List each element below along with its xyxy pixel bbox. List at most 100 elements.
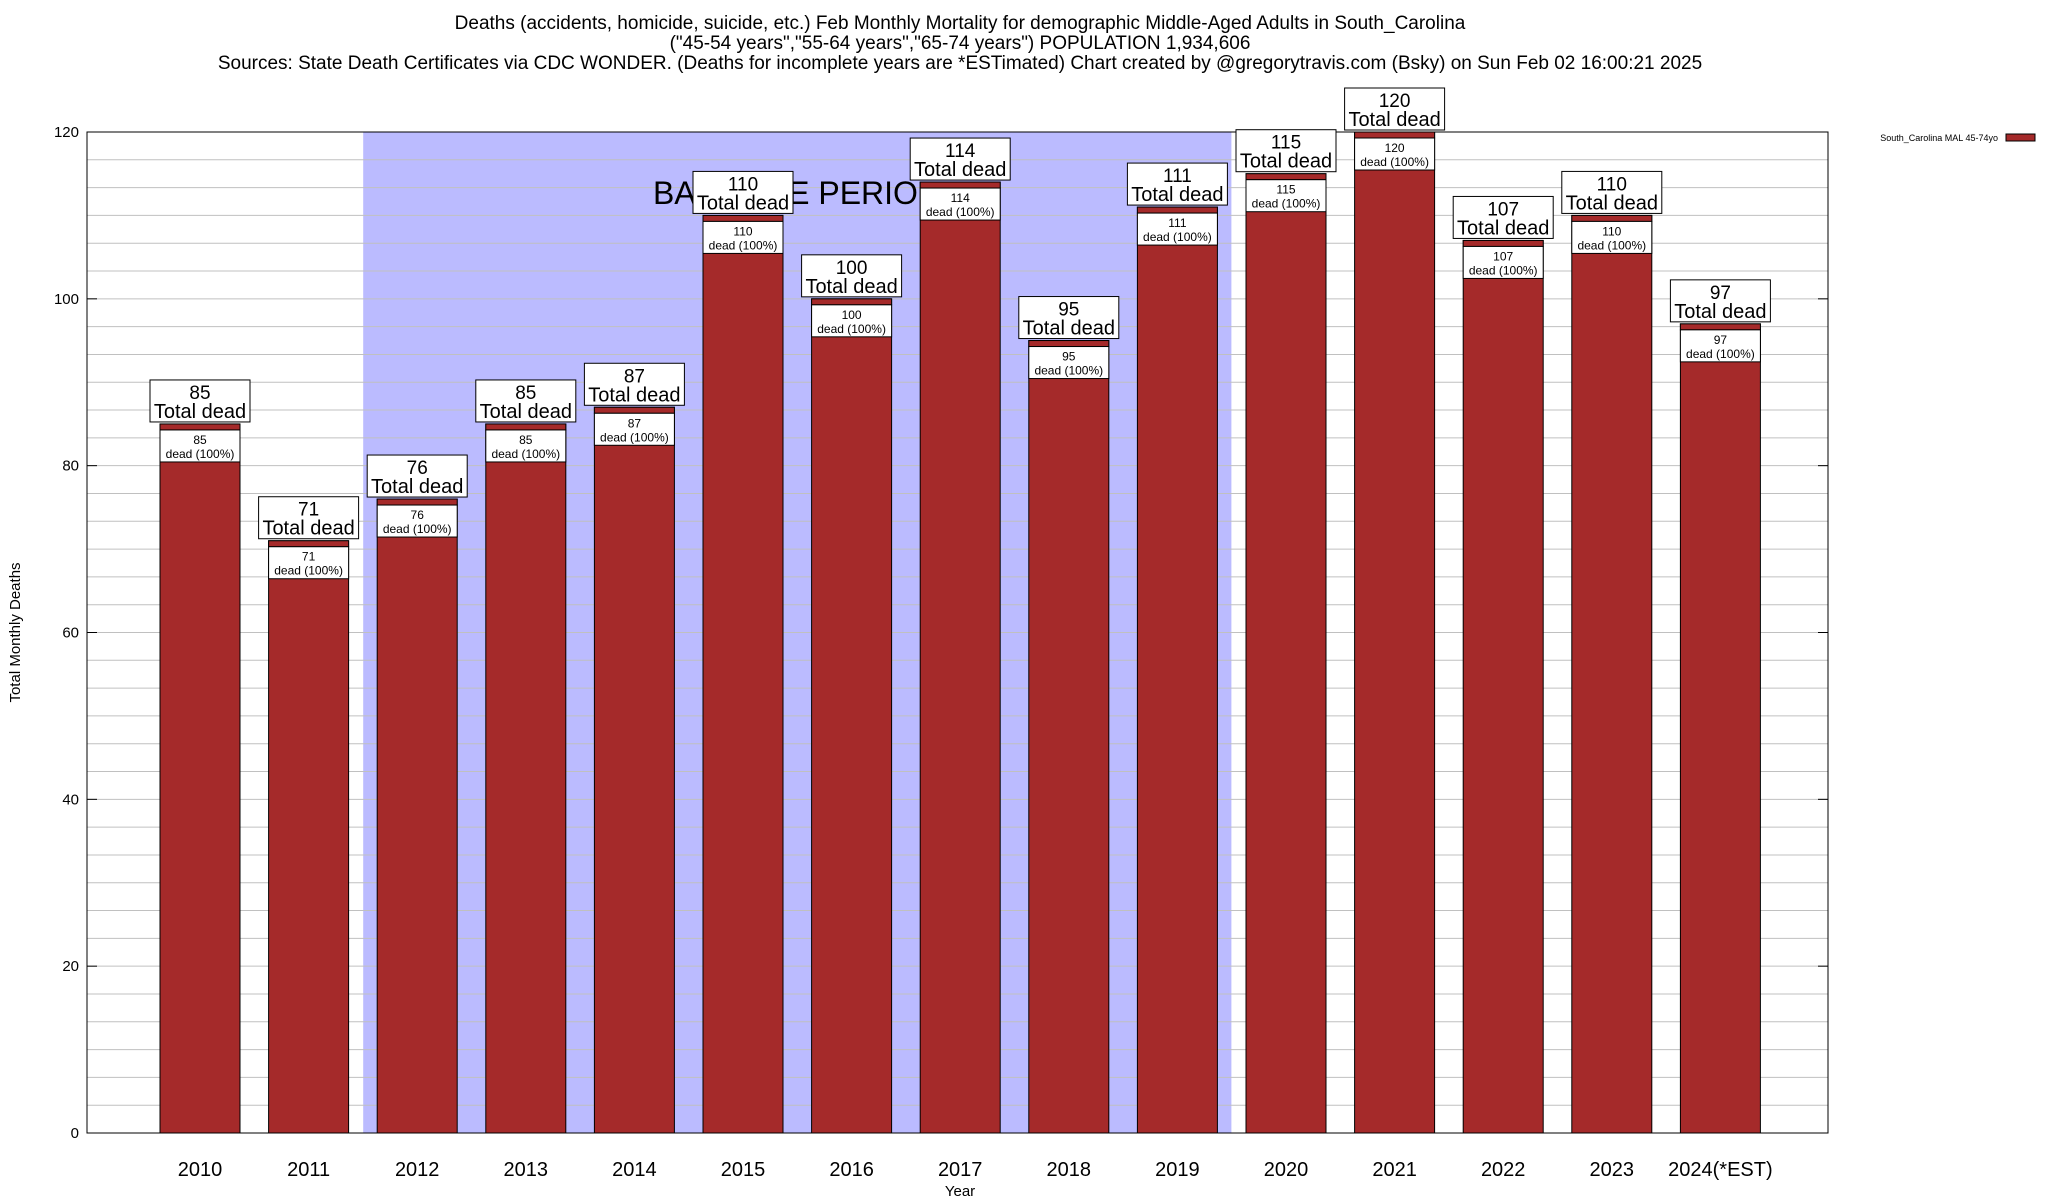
inner-label-value: 95 <box>1062 350 1076 364</box>
total-label-value: 100 <box>836 258 868 279</box>
inner-label-text: dead (100%) <box>709 238 778 252</box>
chart-title-line-3: Sources: State Death Certificates via CD… <box>217 53 1703 74</box>
bar <box>702 214 784 1134</box>
total-label-value: 76 <box>407 458 428 479</box>
bar-cap <box>919 181 1001 189</box>
inner-label-text: dead (100%) <box>166 447 235 461</box>
y-tick-label: 20 <box>62 958 79 975</box>
inner-label-box <box>811 304 893 338</box>
inner-label-box <box>919 187 1001 221</box>
legend-swatch <box>2005 133 2036 142</box>
legend-label: South_Carolina MAL 45-74yo <box>1880 133 1998 143</box>
total-label-box <box>258 496 360 540</box>
y-axis: 0 20 40 60 80 100 120 <box>54 124 1828 1142</box>
inner-label-value: 100 <box>842 308 862 322</box>
x-tick-label: 2014 <box>612 1159 657 1181</box>
bar-cap <box>485 423 567 431</box>
inner-label-box <box>702 220 784 254</box>
total-label-value: 95 <box>1058 300 1079 321</box>
chart-title-line-2: ("45-54 years","55-64 years","65-74 year… <box>669 33 1251 54</box>
total-label-value: 111 <box>1163 166 1192 187</box>
total-label-text: Total dead <box>262 518 354 540</box>
inner-label-box <box>1571 220 1653 254</box>
bar-cap <box>811 298 893 306</box>
total-label-value: 85 <box>515 383 536 404</box>
x-tick-label: 2012 <box>395 1159 440 1181</box>
inner-label-box <box>1245 179 1327 213</box>
inner-label-value: 114 <box>951 191 970 205</box>
total-label-value: 107 <box>1487 199 1519 220</box>
bar <box>159 423 241 1134</box>
y-tick-label: 60 <box>62 625 79 642</box>
y-tick-label: 80 <box>62 458 79 475</box>
inner-label-value: 110 <box>733 224 752 238</box>
x-tick-label: 2018 <box>1047 1159 1092 1181</box>
bar-cap <box>702 214 784 222</box>
x-tick-label: 2022 <box>1481 1159 1526 1181</box>
total-label-value: 87 <box>624 366 645 387</box>
bar <box>376 498 458 1134</box>
total-label-text: Total dead <box>1240 151 1332 173</box>
inner-label-value: 111 <box>1168 216 1187 230</box>
bar <box>1245 173 1327 1134</box>
inner-label-box <box>376 504 458 538</box>
total-label-text: Total dead <box>371 476 463 498</box>
inner-label-value: 85 <box>193 433 207 447</box>
total-label-value: 115 <box>1271 133 1301 154</box>
inner-label-text: dead (100%) <box>1143 230 1212 244</box>
legend: South_Carolina MAL 45-74yo <box>1880 133 2036 143</box>
inner-label-value: 115 <box>1276 183 1295 197</box>
inner-label-box <box>1462 245 1544 279</box>
inner-label-box <box>1028 346 1110 380</box>
inner-label-text: dead (100%) <box>1034 364 1103 378</box>
total-label-box <box>149 379 251 423</box>
y-tick-label: 0 <box>71 1125 79 1142</box>
inner-label-value: 97 <box>1714 333 1728 347</box>
y-axis-label: Total Monthly Deaths <box>7 562 24 702</box>
inner-label-text: dead (100%) <box>1252 197 1321 211</box>
inner-label-box <box>1354 137 1436 171</box>
total-label-text: Total dead <box>154 401 246 423</box>
bar <box>919 181 1001 1134</box>
total-label-box <box>475 379 577 423</box>
inner-label-text: dead (100%) <box>1577 238 1646 252</box>
total-label-text: Total dead <box>1131 184 1223 206</box>
bar <box>485 423 567 1134</box>
inner-label-box <box>268 546 350 580</box>
bar <box>1571 214 1653 1134</box>
inner-label-text: dead (100%) <box>274 564 343 578</box>
inner-label-box <box>593 412 675 446</box>
inner-label-text: dead (100%) <box>1360 155 1429 169</box>
total-label-value: 110 <box>1597 174 1627 195</box>
x-tick-label: 2019 <box>1155 1159 1200 1181</box>
inner-label-box <box>1136 212 1218 246</box>
inner-label-text: dead (100%) <box>926 205 995 219</box>
total-label-text: Total dead <box>805 276 897 298</box>
total-label-box <box>1344 87 1446 131</box>
total-label-value: 71 <box>298 500 319 521</box>
total-label-value: 85 <box>189 383 210 404</box>
inner-label-box <box>485 429 567 463</box>
inner-label-value: 76 <box>411 508 425 522</box>
bar-cap <box>1136 206 1218 214</box>
total-label-text: Total dead <box>914 159 1006 181</box>
bar <box>1028 340 1110 1134</box>
x-tick-label: 2020 <box>1264 1159 1309 1181</box>
total-label-box <box>1018 296 1120 340</box>
inner-label-text: dead (100%) <box>817 322 886 336</box>
bar <box>1679 323 1761 1134</box>
total-label-box <box>1561 170 1663 214</box>
bar <box>811 298 893 1134</box>
inner-label-text: dead (100%) <box>600 430 669 444</box>
total-label-box <box>1452 195 1554 239</box>
inner-label-value: 120 <box>1385 141 1405 155</box>
